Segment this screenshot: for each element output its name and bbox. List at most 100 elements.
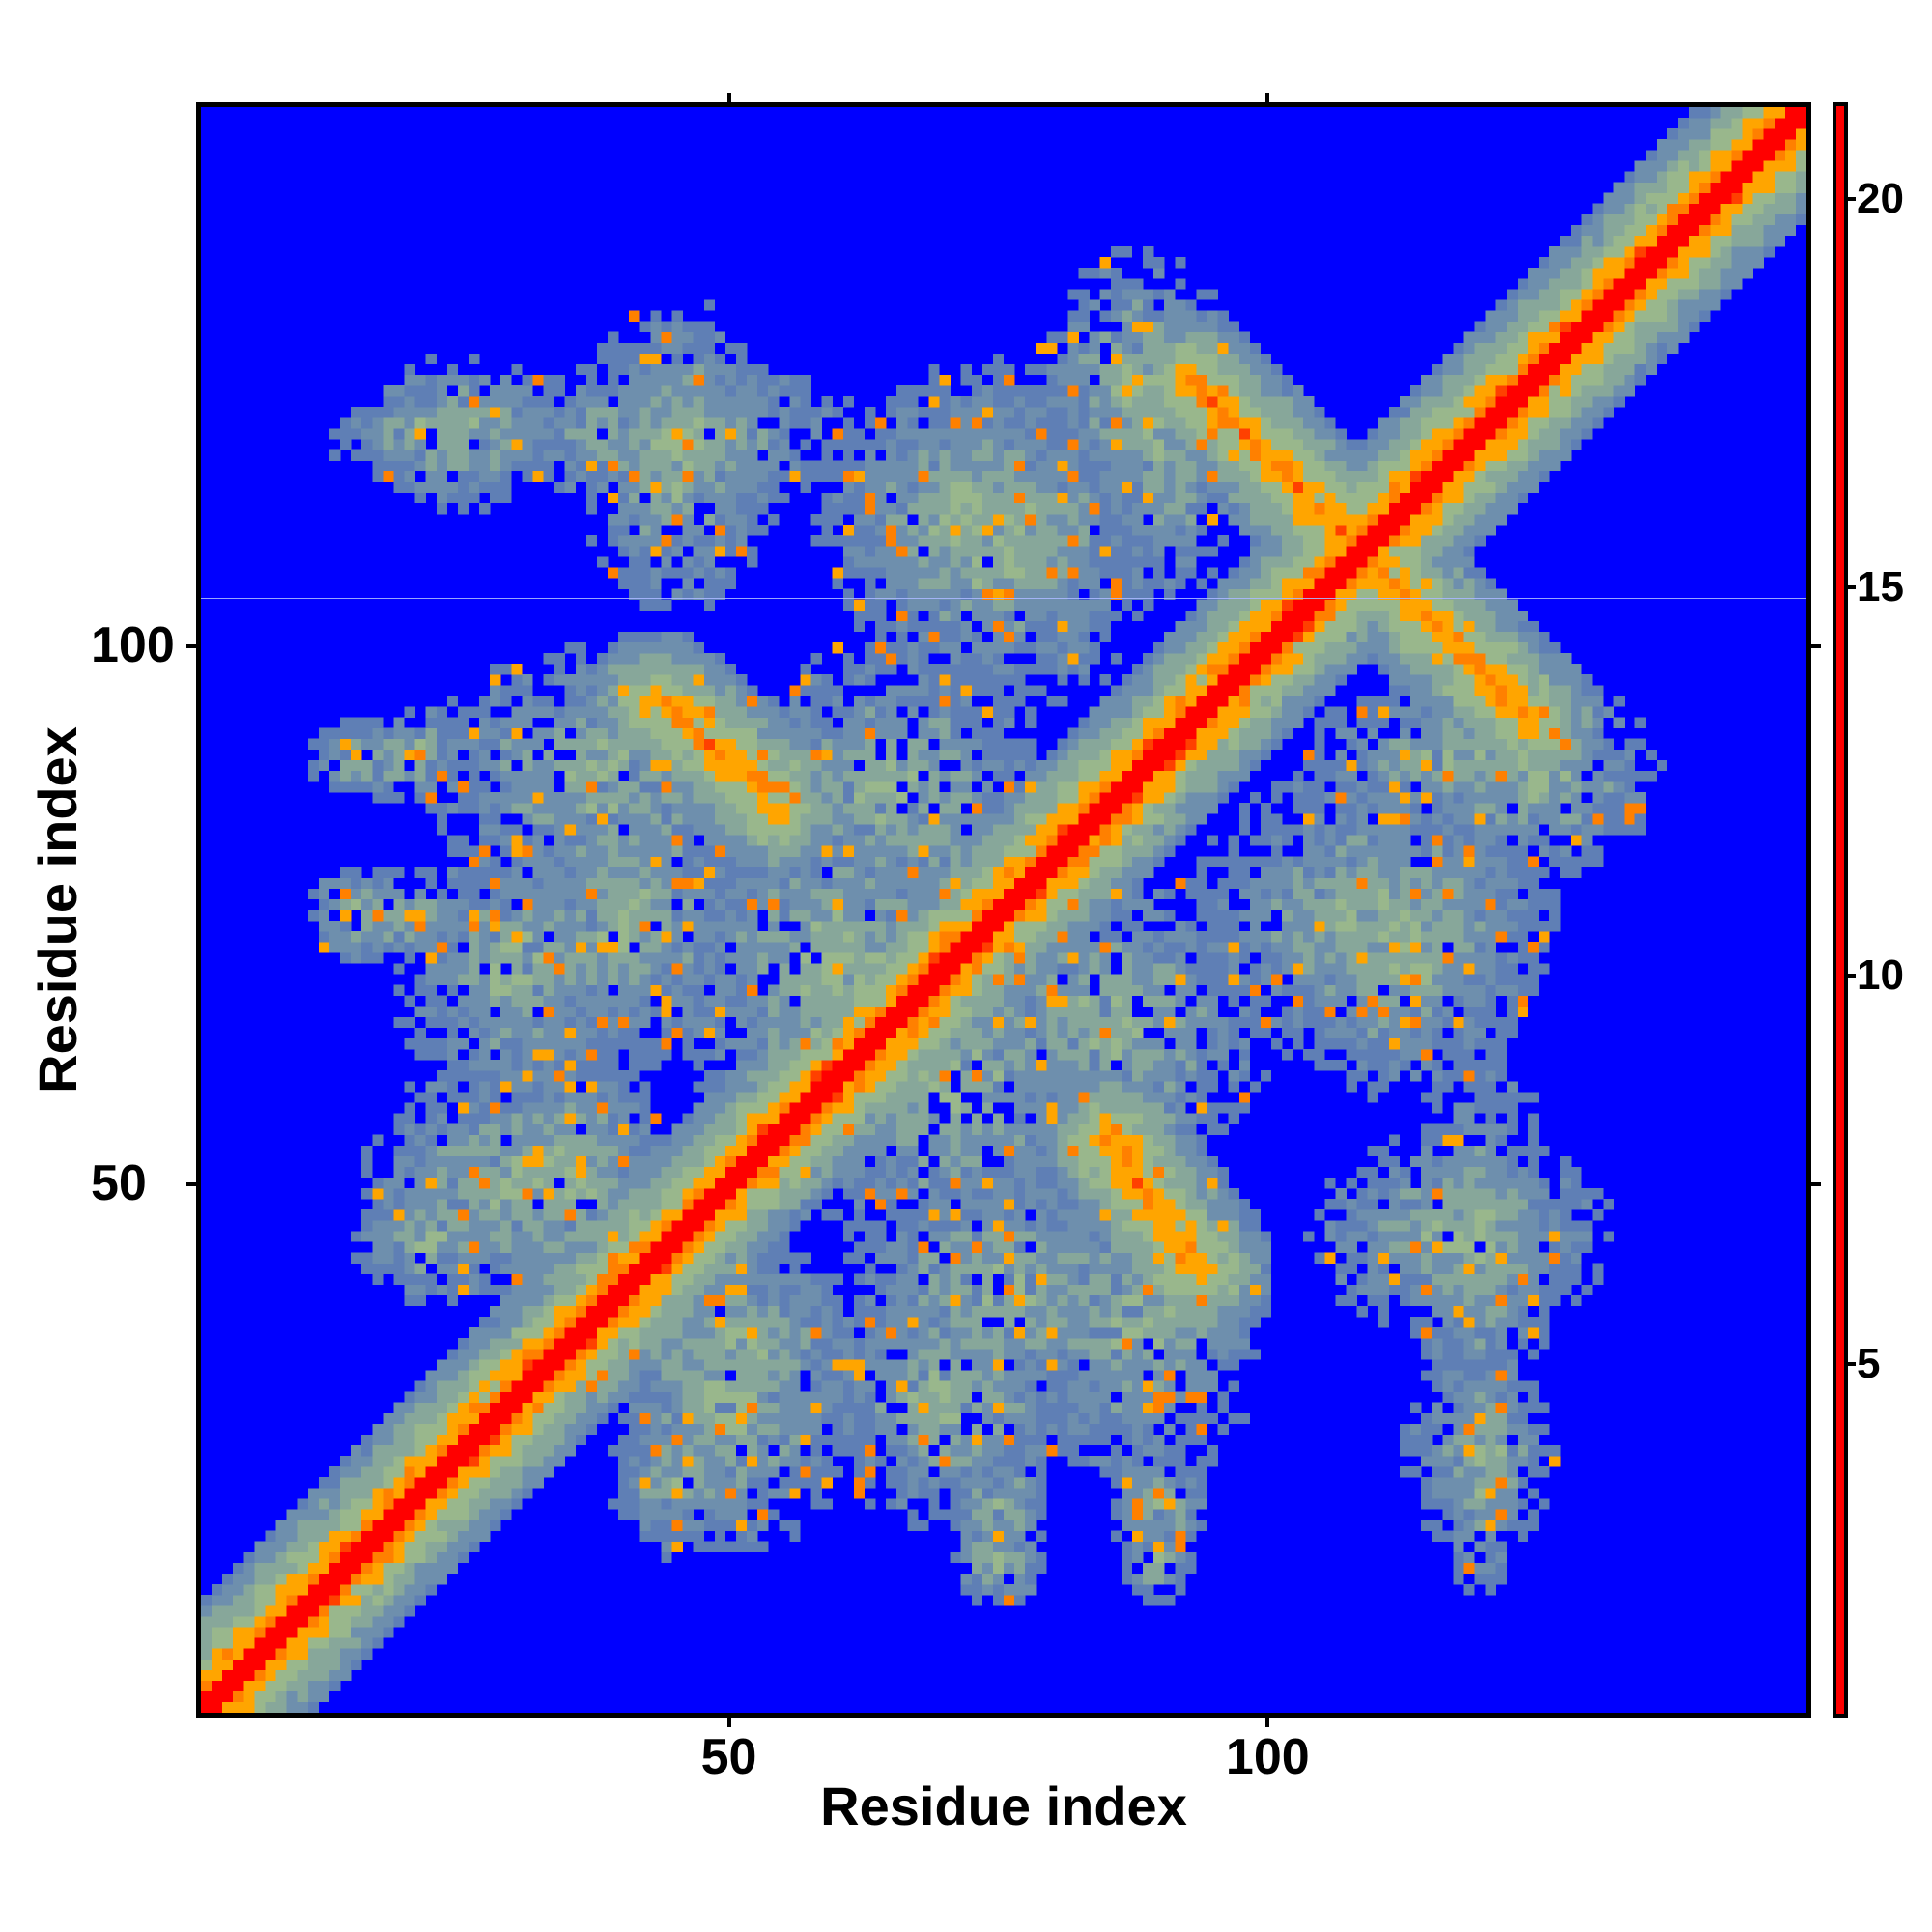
heatmap-cell <box>907 1006 919 1018</box>
heatmap-cell <box>511 1145 523 1157</box>
heatmap-cell <box>757 931 769 943</box>
heatmap-cell <box>736 1305 748 1318</box>
heatmap-cell <box>810 1123 822 1135</box>
heatmap-cell <box>425 1166 437 1179</box>
heatmap-cell <box>554 385 565 397</box>
heatmap-cell <box>618 696 630 707</box>
heatmap-cell <box>747 759 758 772</box>
heatmap-cell <box>832 952 844 964</box>
heatmap-cell <box>693 963 704 975</box>
heatmap-cell <box>842 588 855 600</box>
heatmap-cell <box>724 1423 737 1435</box>
heatmap-cell <box>661 995 672 1007</box>
heatmap-cell <box>532 1349 544 1360</box>
heatmap-cell <box>907 1477 919 1489</box>
heatmap-cell <box>789 1113 801 1124</box>
heatmap-cell <box>532 696 544 707</box>
heatmap-cell <box>747 1220 758 1232</box>
heatmap-cell <box>842 781 855 793</box>
heatmap-cell <box>810 770 822 782</box>
heatmap-cell <box>469 1134 480 1146</box>
heatmap-cell <box>425 1509 437 1520</box>
heatmap-cell <box>596 1113 609 1124</box>
heatmap-cell <box>821 845 833 857</box>
heatmap-cell <box>853 942 866 953</box>
heatmap-cell <box>736 1509 748 1520</box>
heatmap-cell <box>469 1252 480 1264</box>
heatmap-cell <box>789 1466 801 1478</box>
heatmap-cell <box>286 1520 298 1531</box>
heatmap-cell <box>340 898 352 911</box>
heatmap-cell <box>747 1060 758 1071</box>
heatmap-cell <box>842 877 855 890</box>
heatmap-cell <box>703 995 716 1007</box>
heatmap-cell <box>661 1027 672 1039</box>
heatmap-cell <box>779 1049 790 1061</box>
heatmap-cell <box>907 984 919 996</box>
heatmap-cell <box>703 1370 716 1381</box>
heatmap-cell <box>372 1595 384 1606</box>
heatmap-cell <box>661 1359 672 1371</box>
heatmap-cell <box>629 470 640 483</box>
heatmap-cell <box>907 1391 919 1403</box>
heatmap-cell <box>393 460 405 471</box>
heatmap-cell <box>372 898 384 911</box>
heatmap-cell <box>608 492 619 504</box>
heatmap-cell <box>479 407 491 418</box>
heatmap-cell <box>575 952 587 964</box>
heatmap-cell <box>201 1605 213 1617</box>
heatmap-cell <box>875 1273 887 1286</box>
heatmap-cell <box>457 1520 469 1531</box>
heatmap-cell <box>532 1016 544 1029</box>
heatmap-cell <box>907 1263 919 1274</box>
heatmap-cell <box>543 653 554 665</box>
heatmap-cell <box>800 1209 811 1221</box>
heatmap-cell <box>457 407 469 418</box>
heatmap-cell <box>832 1178 844 1189</box>
heatmap-cell <box>671 803 683 814</box>
heatmap-cell <box>789 1456 801 1467</box>
heatmap-cell <box>286 1562 298 1575</box>
heatmap-cell <box>404 1155 415 1168</box>
heatmap-cell <box>853 984 866 996</box>
heatmap-cell <box>404 439 415 450</box>
heatmap-cell <box>222 1584 234 1596</box>
heatmap-cell <box>768 1412 780 1425</box>
heatmap-cell <box>918 1220 929 1232</box>
heatmap-cell <box>554 1284 565 1296</box>
heatmap-cell <box>479 792 491 804</box>
heatmap-cell <box>629 813 640 825</box>
heatmap-cell <box>650 353 662 365</box>
heatmap-cell <box>810 1016 822 1029</box>
heatmap-cell <box>618 813 630 825</box>
heatmap-cell <box>511 1327 523 1339</box>
heatmap-cell <box>222 1605 234 1617</box>
heatmap-cell <box>864 856 876 867</box>
heatmap-cell <box>469 1412 480 1425</box>
heatmap-cell <box>671 1445 683 1457</box>
heatmap-cell <box>575 727 587 739</box>
heatmap-cell <box>554 407 565 418</box>
heatmap-cell <box>886 738 897 751</box>
heatmap-cell <box>500 984 512 996</box>
heatmap-cell <box>671 1317 683 1328</box>
heatmap-cell <box>393 1573 405 1585</box>
heatmap-cell <box>800 1434 811 1446</box>
heatmap-cell <box>650 974 662 985</box>
heatmap-cell <box>532 1070 544 1082</box>
heatmap-cell <box>682 770 694 782</box>
heatmap-cell <box>608 460 619 471</box>
heatmap-cell <box>425 1209 437 1221</box>
heatmap-cell <box>361 439 373 450</box>
heatmap-cell <box>457 974 469 985</box>
heatmap-cell <box>618 1231 630 1242</box>
heatmap-cell <box>714 1412 726 1425</box>
heatmap-cell <box>853 1423 866 1435</box>
heatmap-cell <box>404 1551 415 1564</box>
heatmap-cell <box>682 1027 694 1039</box>
heatmap-cell <box>554 1252 565 1264</box>
heatmap-cell <box>736 995 748 1007</box>
heatmap-cell <box>789 931 801 943</box>
heatmap-cell <box>757 1188 769 1200</box>
heatmap-cell <box>340 1520 352 1531</box>
